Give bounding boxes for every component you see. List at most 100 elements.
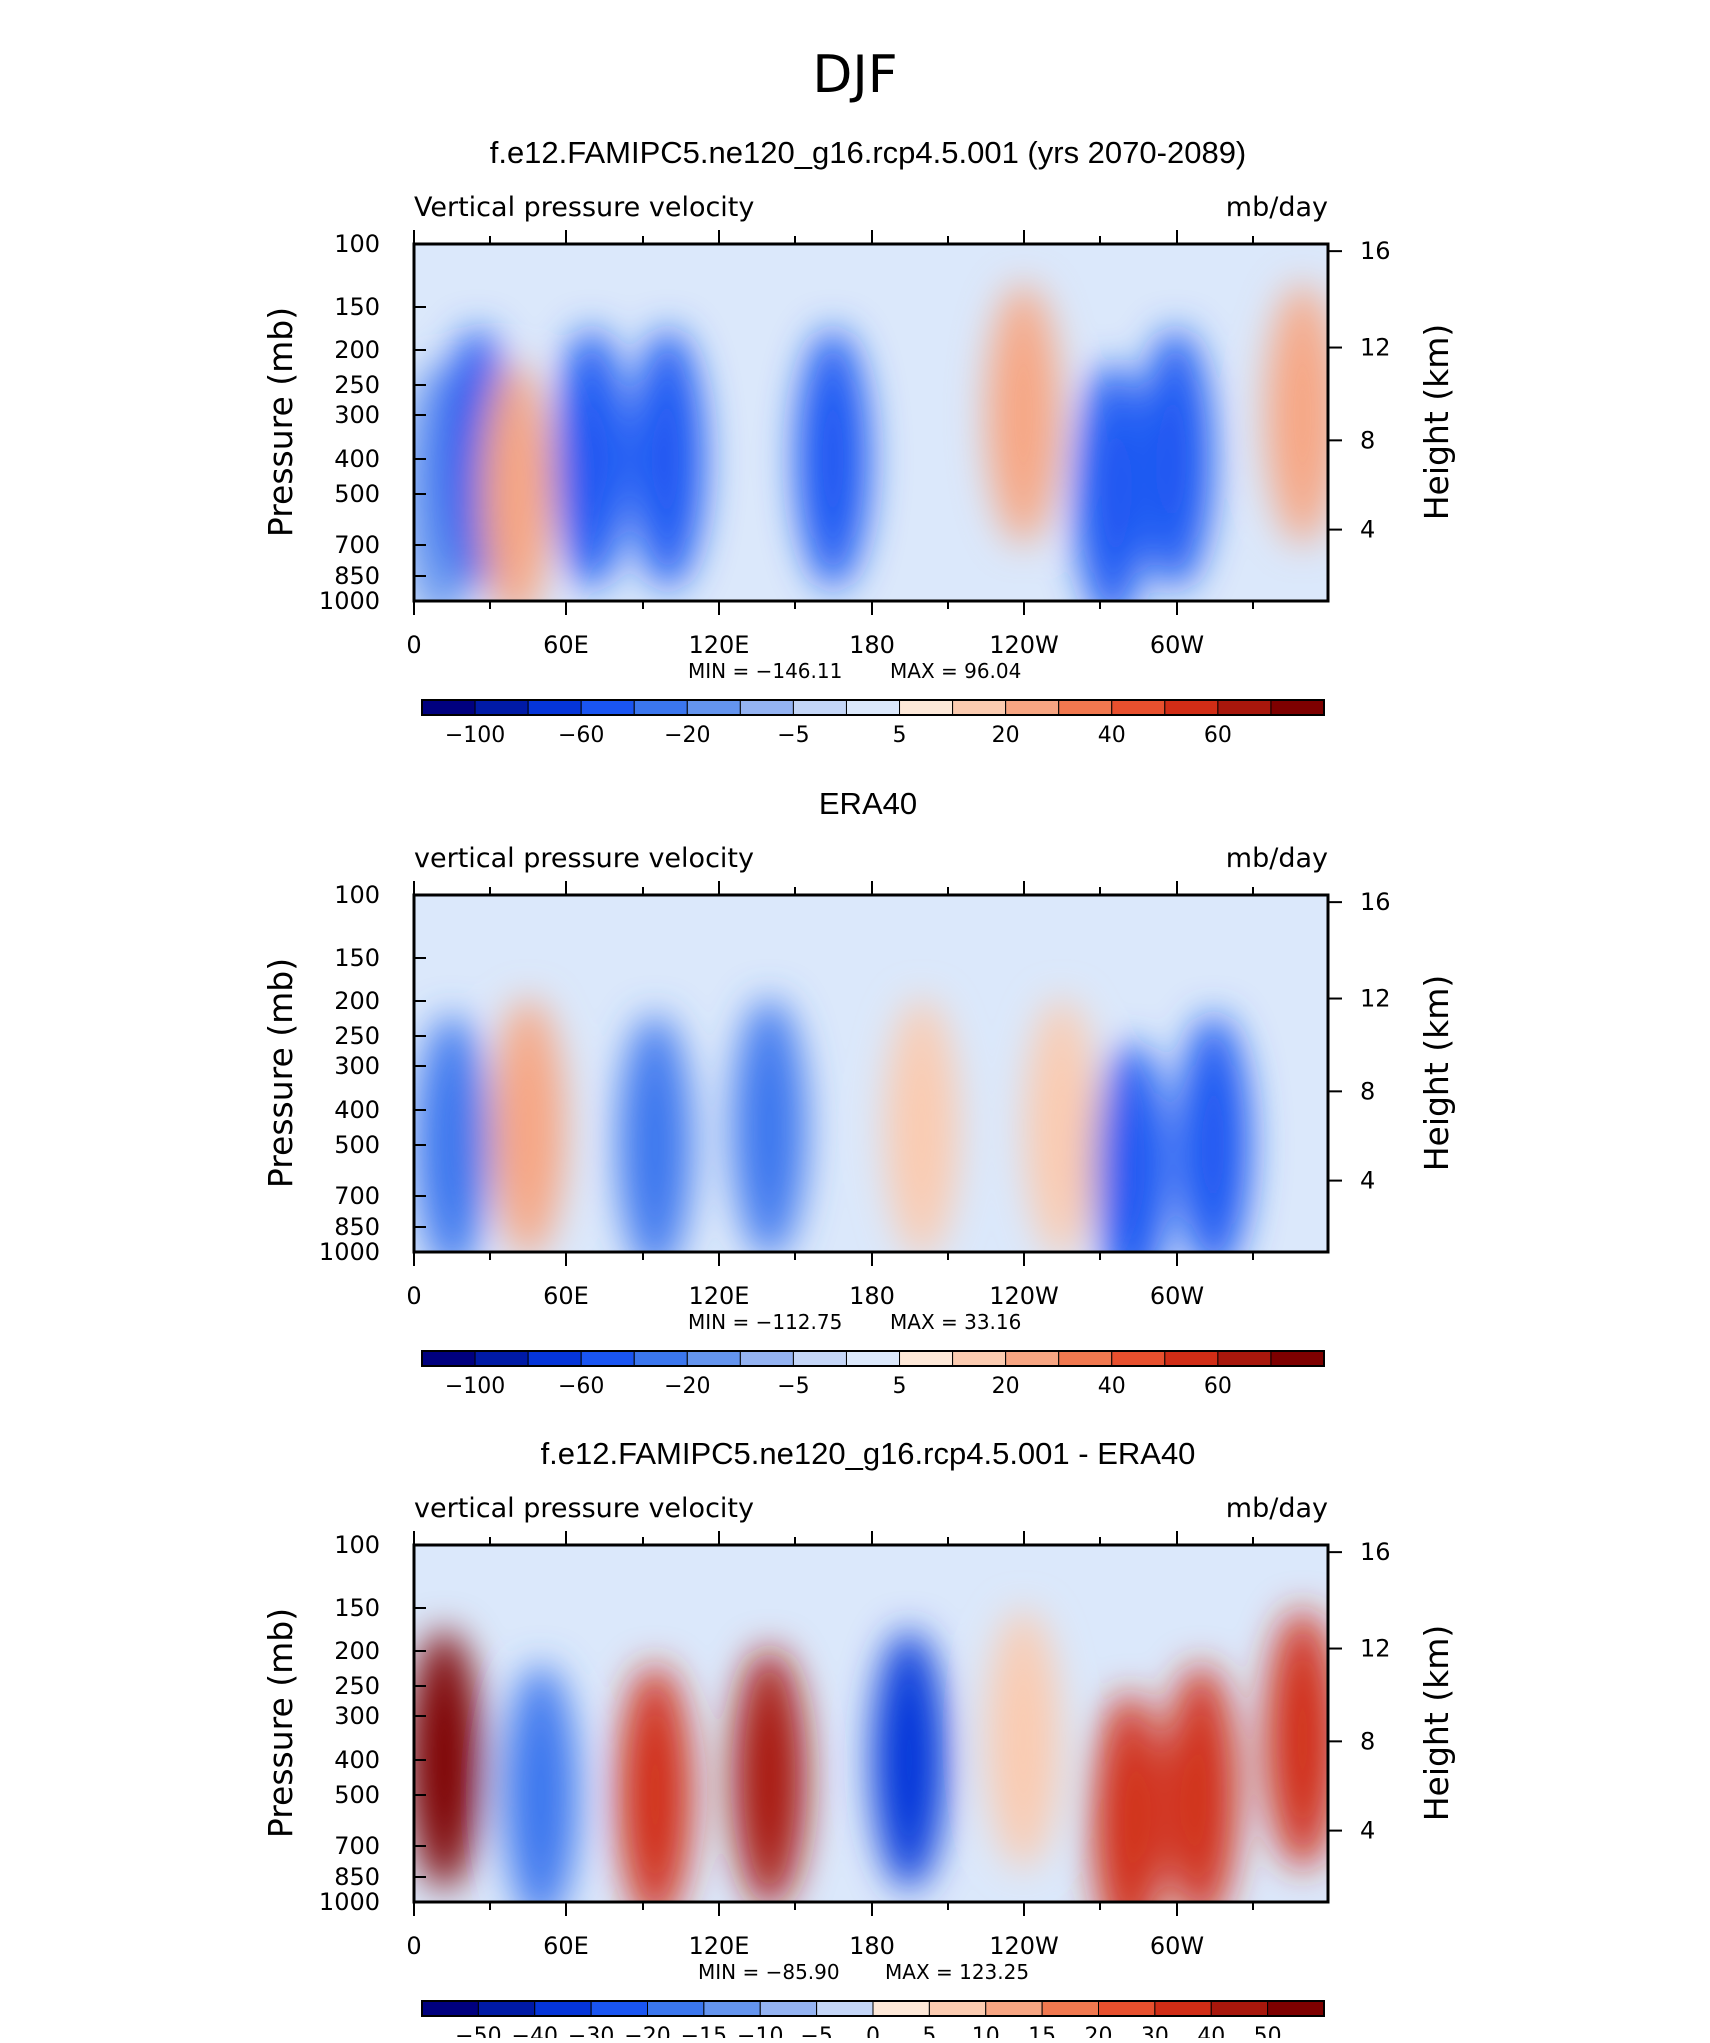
colorbar-swatch xyxy=(952,1350,1007,1367)
colorbar-swatch xyxy=(686,699,741,716)
y-tick-label: 200 xyxy=(334,336,380,364)
field-core xyxy=(637,1064,674,1225)
panel-1-ylabel: Pressure (mb) xyxy=(261,307,300,537)
colorbar-label: −20 xyxy=(664,723,710,748)
y-tick-label: 700 xyxy=(334,1182,380,1210)
panel-1: f.e12.FAMIPC5.ne120_g16.rcp4.5.001 (yrs … xyxy=(261,135,1456,748)
colorbar-label: −100 xyxy=(445,1374,505,1399)
colorbar-label: −40 xyxy=(512,2024,558,2038)
panel-2-y2label: Height (km) xyxy=(1417,975,1456,1172)
field-core xyxy=(637,1714,674,1875)
panel-3-units-label: mb/day xyxy=(1226,1493,1328,1524)
colorbar-label: −30 xyxy=(568,2024,614,2038)
colorbar-swatch xyxy=(1005,699,1060,716)
x-tick-label: 180 xyxy=(849,631,895,659)
colorbar-swatch xyxy=(477,2000,536,2017)
colorbar-swatch xyxy=(1154,2000,1212,2017)
colorbar-label: 50 xyxy=(1254,2024,1282,2038)
colorbar-swatch xyxy=(633,1350,688,1367)
field-core xyxy=(434,1064,471,1225)
x-tick-label: 0 xyxy=(406,631,421,659)
panel-1-units-label: mb/day xyxy=(1226,192,1328,223)
colorbar-label: 40 xyxy=(1098,723,1126,748)
colorbar-label: 10 xyxy=(972,2024,1000,2038)
x-tick-label: 180 xyxy=(849,1932,895,1960)
y-tick-label: 300 xyxy=(334,1052,380,1080)
panel-3-min-label: MIN = −85.90 xyxy=(698,1960,840,1984)
y2-tick-label: 8 xyxy=(1360,1077,1375,1105)
field-core xyxy=(1094,413,1131,574)
y-tick-label: 150 xyxy=(334,293,380,321)
field-background xyxy=(414,895,1328,1252)
colorbar-swatch xyxy=(952,699,1007,716)
colorbar-swatch xyxy=(845,699,901,716)
field-core xyxy=(426,1679,463,1840)
colorbar-swatch xyxy=(527,1350,582,1367)
colorbar-label: 15 xyxy=(1028,2024,1056,2038)
y-tick-label: 1000 xyxy=(319,1888,380,1916)
y-tick-label: 850 xyxy=(334,1213,380,1241)
panel-1-max-label: MAX = 96.04 xyxy=(890,659,1021,683)
x-tick-label: 120W xyxy=(989,631,1059,659)
colorbar-swatch xyxy=(1270,1350,1325,1367)
colorbar-label: −100 xyxy=(445,723,505,748)
panel-1-title: f.e12.FAMIPC5.ne120_g16.rcp4.5.001 (yrs … xyxy=(490,135,1247,170)
field-core xyxy=(1005,334,1042,495)
panel-3-y2label: Height (km) xyxy=(1417,1625,1456,1822)
y2-tick-label: 12 xyxy=(1360,334,1391,362)
colorbar-swatch xyxy=(1217,1350,1272,1367)
panel-2-units-label: mb/day xyxy=(1226,843,1328,874)
y-tick-label: 700 xyxy=(334,1832,380,1860)
x-tick-label: 60E xyxy=(543,1282,589,1310)
y2-tick-label: 16 xyxy=(1360,237,1391,265)
field-core xyxy=(751,1698,788,1859)
colorbar-swatch xyxy=(1111,699,1166,716)
colorbar-swatch xyxy=(872,2000,930,2017)
colorbar-swatch xyxy=(1005,1350,1060,1367)
colorbar-swatch xyxy=(739,699,794,716)
field-core xyxy=(903,1048,940,1209)
panel-3-contour-field xyxy=(414,1545,1328,1902)
panel-3-title: f.e12.FAMIPC5.ne120_g16.rcp4.5.001 - ERA… xyxy=(541,1436,1196,1471)
colorbar-label: −15 xyxy=(681,2024,727,2038)
field-core xyxy=(814,378,851,539)
colorbar-swatch xyxy=(686,1350,741,1367)
panel-2-colorbar: −100 −60 −20 −5 5 20 40 60 xyxy=(421,1350,1325,1399)
colorbar-label: 40 xyxy=(1197,2024,1225,2038)
colorbar-swatch xyxy=(899,1350,954,1367)
colorbar-label: 5 xyxy=(922,2024,936,2038)
field-core xyxy=(497,413,534,574)
figure-title: DJF xyxy=(812,45,897,105)
y-tick-label: 200 xyxy=(334,987,380,1015)
field-core xyxy=(1114,1092,1151,1252)
colorbar-swatch xyxy=(928,2000,987,2017)
x-tick-label: 120E xyxy=(689,631,750,659)
x-tick-label: 120E xyxy=(689,1282,750,1310)
field-core xyxy=(1284,334,1321,495)
panel-1-y2label: Height (km) xyxy=(1417,324,1456,521)
colorbar-swatch xyxy=(590,2000,648,2017)
colorbar-label: −5 xyxy=(800,2024,832,2038)
y-tick-label: 500 xyxy=(334,1131,380,1159)
panel-1-contour-field xyxy=(414,244,1328,601)
colorbar-label: 40 xyxy=(1098,1374,1126,1399)
colorbar-label: −5 xyxy=(777,1374,809,1399)
colorbar-swatch xyxy=(580,1350,635,1367)
colorbar-swatch xyxy=(985,2000,1043,2017)
colorbar-swatch xyxy=(845,1350,901,1367)
colorbar-swatch xyxy=(1164,1350,1219,1367)
x-tick-label: 120E xyxy=(689,1932,750,1960)
x-tick-label: 120W xyxy=(989,1932,1059,1960)
panel-2-max-label: MAX = 33.16 xyxy=(890,1310,1021,1334)
colorbar-swatch xyxy=(1111,1350,1166,1367)
colorbar-swatch xyxy=(527,699,582,716)
y-tick-label: 1000 xyxy=(319,587,380,615)
y2-tick-label: 16 xyxy=(1360,1538,1391,1566)
panel-2-contour-field xyxy=(414,895,1328,1252)
colorbar-label: −60 xyxy=(558,1374,604,1399)
y-tick-label: 200 xyxy=(334,1637,380,1665)
colorbar-label: −50 xyxy=(455,2024,501,2038)
y-tick-label: 100 xyxy=(334,230,380,258)
field-core xyxy=(1111,1742,1148,1902)
